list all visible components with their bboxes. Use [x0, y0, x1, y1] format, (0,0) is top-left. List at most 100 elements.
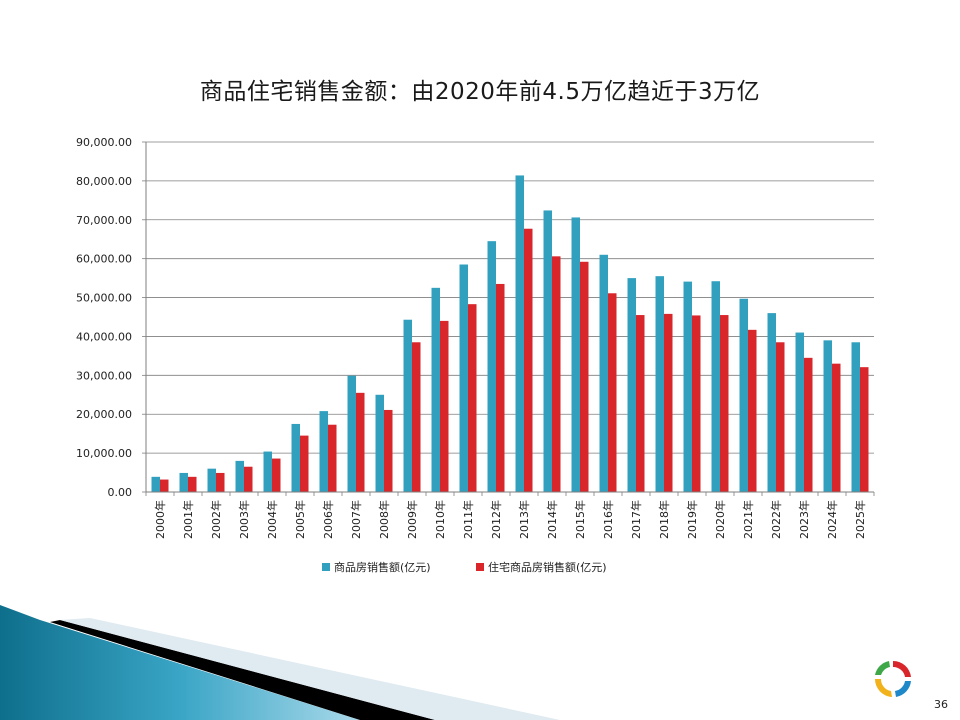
x-tick-label: 2002年 — [209, 500, 223, 539]
bar-series-1 — [767, 313, 776, 492]
bar-series-1 — [655, 276, 664, 492]
bar-series-2 — [832, 363, 841, 492]
y-tick-label: 50,000.00 — [76, 292, 132, 305]
bar-series-1 — [627, 278, 636, 492]
bar-series-2 — [580, 261, 589, 492]
y-tick-label: 80,000.00 — [76, 175, 132, 188]
bar-series-1 — [235, 460, 244, 492]
bar-series-2 — [776, 342, 785, 492]
x-tick-label: 2022年 — [769, 500, 783, 539]
bar-series-1 — [403, 319, 412, 492]
legend: 商品房销售额(亿元) 住宅商品房销售额(亿元) — [322, 560, 607, 574]
axes — [145, 142, 875, 496]
bars — [151, 175, 869, 492]
y-tick-label: 70,000.00 — [76, 214, 132, 227]
bar-series-1 — [823, 340, 832, 492]
x-tick-label: 2024年 — [825, 500, 839, 539]
bar-series-1 — [459, 264, 468, 492]
bar-series-1 — [319, 411, 328, 492]
x-tick-label: 2012年 — [489, 500, 503, 539]
x-tick-label: 2018年 — [657, 500, 671, 539]
x-tick-label: 2023年 — [797, 500, 811, 539]
bar-series-1 — [851, 342, 860, 492]
bar-series-1 — [431, 287, 440, 492]
bar-series-2 — [244, 466, 253, 492]
bar-series-2 — [412, 342, 421, 492]
bar-series-1 — [739, 298, 748, 492]
y-tick-label: 10,000.00 — [76, 447, 132, 460]
page-number: 36 — [934, 698, 948, 711]
bar-series-2 — [440, 320, 449, 492]
bar-series-2 — [720, 315, 729, 492]
y-tick-label: 90,000.00 — [76, 136, 132, 149]
bar-series-1 — [179, 472, 188, 492]
legend-label-series-2: 住宅商品房销售额(亿元) — [488, 560, 607, 574]
x-tick-label: 2001年 — [181, 500, 195, 539]
bar-series-1 — [291, 423, 300, 492]
bar-series-1 — [207, 468, 216, 492]
x-tick-label: 2010年 — [433, 500, 447, 539]
bar-series-2 — [384, 409, 393, 492]
bar-series-1 — [375, 394, 384, 492]
bar-series-2 — [804, 357, 813, 492]
x-tick-label: 2016年 — [601, 500, 615, 539]
gridlines — [146, 141, 874, 454]
x-tick-label: 2008年 — [377, 500, 391, 539]
bar-series-1 — [487, 241, 496, 492]
y-tick-label: 30,000.00 — [76, 369, 132, 382]
legend-label-series-1: 商品房销售额(亿元) — [334, 560, 431, 574]
x-tick-label: 2017年 — [629, 500, 643, 539]
bar-series-2 — [608, 293, 617, 492]
x-tick-label: 2011年 — [461, 500, 475, 539]
x-tick-label: 2020年 — [713, 500, 727, 539]
y-tick-label: 0.00 — [108, 486, 133, 499]
bar-series-1 — [795, 332, 804, 492]
bar-series-2 — [356, 392, 365, 492]
bar-series-2 — [160, 479, 169, 492]
x-axis-labels: 2000年 2001年 2002年 2003年 2004年 2005年 2006年 2007年… — [153, 500, 867, 539]
bar-series-1 — [571, 217, 580, 492]
x-tick-label: 2025年 — [853, 500, 867, 539]
y-tick-label: 60,000.00 — [76, 253, 132, 266]
x-tick-label: 2009年 — [405, 500, 419, 539]
x-tick-label: 2015年 — [573, 500, 587, 539]
bar-series-2 — [468, 304, 477, 492]
x-tick-label: 2006年 — [321, 500, 335, 539]
bar-series-1 — [543, 210, 552, 492]
bar-series-2 — [216, 472, 225, 492]
bar-series-2 — [524, 228, 533, 492]
y-tick-label: 40,000.00 — [76, 330, 132, 343]
bar-series-2 — [748, 329, 757, 492]
x-tick-label: 2013年 — [517, 500, 531, 539]
bar-series-2 — [860, 367, 869, 492]
bar-series-2 — [636, 315, 645, 492]
x-tick-label: 2007年 — [349, 500, 363, 539]
bar-series-2 — [300, 435, 309, 492]
bar-series-1 — [711, 281, 720, 492]
y-tick-label: 20,000.00 — [76, 408, 132, 421]
x-tick-label: 2004年 — [265, 500, 279, 539]
bar-series-2 — [692, 315, 701, 492]
slide-title: 商品住宅销售金额：由2020年前4.5万亿趋近于3万亿 — [199, 79, 761, 105]
bar-series-1 — [515, 175, 524, 492]
bar-series-2 — [272, 458, 281, 492]
bar-series-1 — [683, 281, 692, 492]
x-tick-label: 2005年 — [293, 500, 307, 539]
bar-series-1 — [263, 451, 272, 492]
bar-series-2 — [328, 424, 337, 492]
x-tick-label: 2021年 — [741, 500, 755, 539]
bar-series-1 — [151, 476, 160, 492]
company-logo — [875, 660, 911, 697]
x-tick-label: 2014年 — [545, 500, 559, 539]
x-tick-label: 2000年 — [153, 500, 167, 539]
bar-series-1 — [599, 254, 608, 492]
bar-series-2 — [188, 476, 197, 492]
bar-series-2 — [552, 256, 561, 492]
y-axis-ticks: 0.00 10,000.00 20,000.00 30,000.00 40,000.00… — [76, 136, 146, 499]
legend-swatch-series-2 — [476, 563, 484, 571]
x-tick-label: 2003年 — [237, 500, 251, 539]
legend-swatch-series-1 — [322, 563, 330, 571]
x-tick-label: 2019年 — [685, 500, 699, 539]
